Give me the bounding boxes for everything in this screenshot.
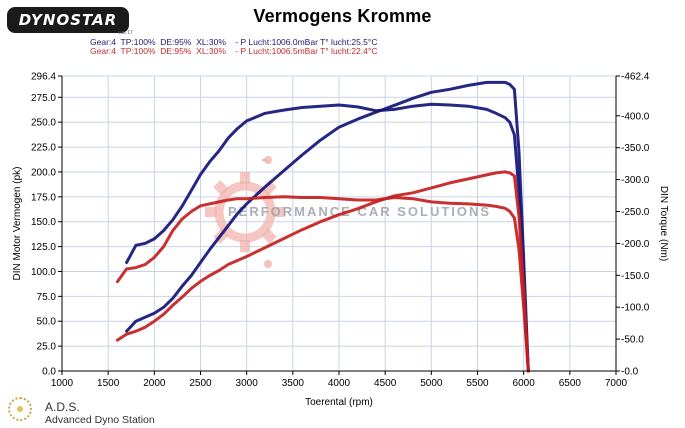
- x-tick-label: 4000: [328, 378, 351, 389]
- chart-series: [115, 80, 530, 373]
- watermark-gear-tooth: [240, 172, 250, 184]
- y-tick-label: 0.0: [42, 367, 56, 378]
- y2-tick-label: -462.4: [621, 72, 650, 83]
- y2-tick-label: -0.0: [621, 367, 639, 378]
- y-tick-label: 150.0: [31, 217, 56, 228]
- watermark-gear-tooth: [261, 180, 277, 196]
- y-tick-label: 200.0: [31, 167, 56, 178]
- watermark-gear-tooth: [261, 228, 277, 244]
- watermark-gear-tooth: [240, 240, 250, 252]
- watermark-gear-icon: [214, 181, 276, 243]
- ads-full-name: Advanced Dyno Station: [45, 414, 155, 426]
- x-tick-label: 3500: [282, 378, 305, 389]
- y-tick-label: 25.0: [37, 342, 57, 353]
- y-axis-title: DIN Motor Vermogen (pk): [12, 167, 23, 281]
- x-tick-label: 7000: [605, 378, 628, 389]
- x-axis-title: Toerental (rpm): [305, 397, 373, 408]
- ads-abbreviation: A.D.S.: [45, 400, 80, 414]
- y-tick-label: 175.0: [31, 192, 56, 203]
- y-tick-label: 225.0: [31, 143, 56, 154]
- y2-tick-label: -300.0: [621, 175, 650, 186]
- x-tick-label: 1000: [51, 378, 74, 389]
- x-tick-label: 6500: [559, 378, 582, 389]
- x-tick-label: 1500: [97, 378, 120, 389]
- series-line-1: [125, 102, 530, 373]
- chart-axes: 1000 1500 2000 2500 3000 3500 4000 4500 5000 5500…: [12, 72, 669, 409]
- y2-tick-label: -200.0: [621, 239, 650, 250]
- watermark-node-icon: [264, 260, 272, 268]
- x-tick-label: 5500: [466, 378, 489, 389]
- y-tick-label: 125.0: [31, 242, 56, 253]
- y-tick-label: 275.0: [31, 93, 56, 104]
- series-line-2: [125, 80, 530, 373]
- y2-tick-label: -400.0: [621, 111, 650, 122]
- watermark-gear-tooth: [213, 180, 229, 196]
- series-line-3: [115, 195, 530, 373]
- y-tick-label: 75.0: [37, 292, 57, 303]
- watermark-text: PERFORMANCE CAR SOLUTIONS: [228, 204, 491, 219]
- y2-tick-label: -50.0: [621, 335, 644, 346]
- watermark-gear-tooth: [205, 207, 217, 217]
- y2-tick-label: -250.0: [621, 207, 650, 218]
- x-tick-label: 4500: [374, 378, 397, 389]
- logo-subtext: ecs 17: [118, 30, 133, 36]
- x-tick-label: 2500: [189, 378, 212, 389]
- y-tick-label: 250.0: [31, 118, 56, 129]
- watermark-gear-tooth: [273, 207, 285, 217]
- y2-axis-title: DIN Torque (Nm): [658, 186, 669, 261]
- y2-tick-label: -100.0: [621, 303, 650, 314]
- y2-tick-label: -350.0: [621, 143, 650, 154]
- dynostar-logo: DYNOSTAR: [7, 7, 129, 33]
- x-tick-label: 2000: [143, 378, 166, 389]
- y-tick-label: 296.4: [31, 72, 56, 83]
- ads-logo-icon: [8, 397, 32, 421]
- series-line-4: [115, 170, 530, 373]
- x-tick-label: 6000: [513, 378, 536, 389]
- x-tick-label: 3000: [236, 378, 259, 389]
- y2-tick-label: -150.0: [621, 271, 650, 282]
- run-info-2: Gear:4 TP:100% DE:95% XL:30% - P Lucht:1…: [90, 46, 378, 56]
- watermark: PERFORMANCE CAR SOLUTIONS: [205, 156, 491, 268]
- chart-title: Vermogens Kromme: [253, 6, 432, 26]
- y-tick-label: 50.0: [37, 317, 57, 328]
- y-tick-label: 100.0: [31, 267, 56, 278]
- run-info-1: Gear:4 TP:100% DE:95% XL:30% - P Lucht:1…: [90, 37, 378, 47]
- x-tick-label: 5000: [420, 378, 443, 389]
